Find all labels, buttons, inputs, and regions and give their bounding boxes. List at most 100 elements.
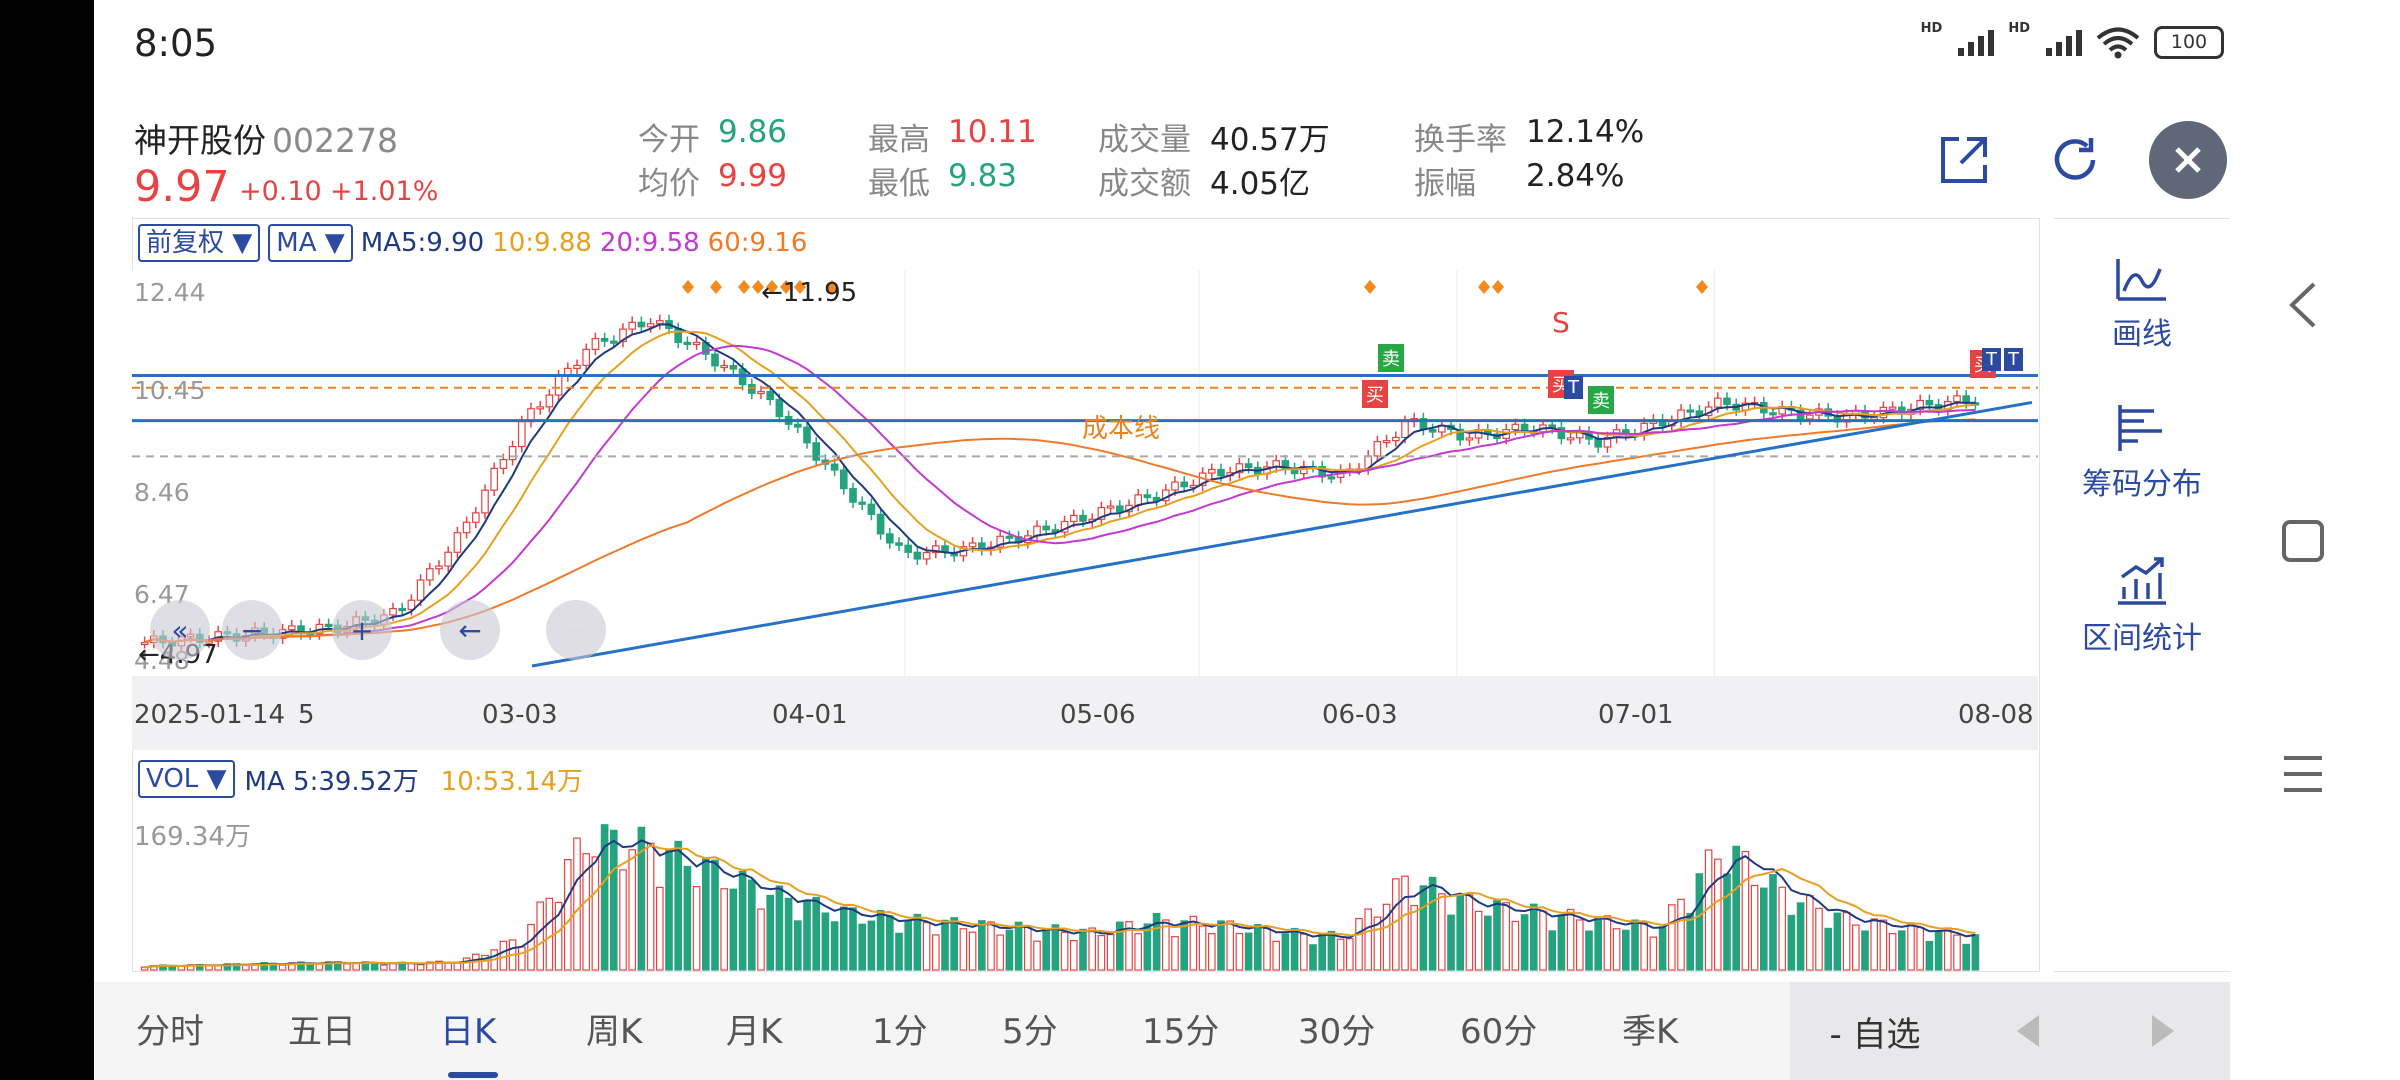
next-triangle-icon[interactable]	[2148, 1011, 2178, 1051]
candle	[1171, 481, 1179, 491]
tab-0[interactable]: 分时	[136, 1012, 204, 1052]
volume-chart[interactable]	[132, 800, 2038, 972]
external-link-icon	[1941, 137, 1987, 183]
tab-10[interactable]: 季K	[1622, 1012, 1679, 1052]
adjust-select[interactable]: 前复权 ▼	[138, 224, 261, 262]
volume-bar	[223, 963, 232, 971]
volume-bar	[425, 961, 434, 971]
volume-bar	[674, 840, 683, 971]
volume-bar	[941, 919, 949, 971]
signal-diamond	[794, 280, 806, 294]
wifi-icon	[2096, 27, 2140, 58]
volume-bar	[1750, 884, 1759, 971]
candle	[435, 565, 443, 570]
volume-bar	[1778, 886, 1787, 971]
volume-bar	[1851, 924, 1860, 971]
stock-code: 002278	[272, 121, 398, 160]
volume-bar	[278, 964, 287, 971]
stat-value: 10.11	[948, 114, 1037, 150]
chip-distribution-button[interactable]: 筹码分布	[2054, 401, 2230, 503]
tab-1[interactable]: 五日	[288, 1012, 356, 1052]
vol-select[interactable]: VOL ▼	[138, 760, 235, 798]
candle	[895, 542, 903, 546]
ma5-value: MA5:9.90	[360, 228, 485, 258]
adjust-label: 前复权	[146, 228, 225, 258]
candle	[766, 390, 775, 401]
interval-stats-button[interactable]: 区间统计	[2054, 555, 2230, 657]
volume-bar	[379, 964, 388, 971]
tab-2[interactable]: 日K	[440, 1012, 497, 1052]
volume-bar	[1667, 904, 1676, 971]
volume-bar	[1723, 873, 1731, 971]
volume-bar	[987, 921, 995, 971]
share-button[interactable]	[1931, 127, 1997, 193]
volume-bar	[297, 961, 305, 971]
scroll-right-button[interactable]: →	[546, 600, 606, 660]
tab-8[interactable]: 30分	[1298, 1012, 1376, 1052]
volume-bar	[1833, 912, 1842, 971]
tab-4[interactable]: 月K	[726, 1012, 783, 1052]
candlestick-chart[interactable]	[132, 270, 2038, 750]
tab-3[interactable]: 周K	[586, 1012, 643, 1052]
signal-diamond	[826, 280, 838, 294]
volume-bar	[1621, 929, 1630, 971]
volume-bar	[481, 954, 489, 971]
candle	[1713, 397, 1722, 408]
stat-value: 9.99	[718, 158, 788, 194]
candle	[1217, 468, 1225, 477]
watchlist-button[interactable]: - 自选	[1790, 982, 1960, 1080]
watchlist-label: - 自选	[1829, 1014, 1921, 1055]
candle	[1925, 399, 1934, 406]
close-button[interactable]	[2149, 121, 2227, 199]
candle	[729, 364, 738, 370]
stat-value: 12.14%	[1526, 114, 1645, 150]
tab-7[interactable]: 15分	[1142, 1012, 1220, 1052]
candle	[1695, 410, 1704, 417]
volume-bar	[1088, 927, 1097, 971]
volume-bar	[1079, 928, 1087, 971]
zoom-in-button[interactable]: +	[332, 600, 392, 660]
app-window: 8:05 HD HD 100 神开股份 002278 9.97 +0.10 +1.…	[94, 0, 2400, 1080]
volume-bar	[996, 934, 1005, 971]
candle	[885, 533, 894, 544]
volume-bar	[1263, 927, 1271, 971]
volume-bar	[839, 906, 848, 971]
volume-bar	[582, 853, 591, 971]
candle	[747, 383, 756, 394]
volume-bar	[720, 888, 729, 971]
tab-6[interactable]: 5分	[1002, 1012, 1058, 1052]
menu-icon[interactable]	[2280, 752, 2326, 796]
draw-line-button[interactable]: 画线	[2054, 255, 2230, 353]
volume-bar	[1005, 929, 1014, 971]
x-tick: 5	[298, 700, 315, 730]
scroll-left-button[interactable]: ←	[440, 600, 500, 660]
volume-bar	[655, 886, 664, 971]
refresh-button[interactable]	[2042, 127, 2108, 193]
rewind-button[interactable]: «	[150, 600, 210, 660]
prev-triangle-icon[interactable]	[2013, 1011, 2043, 1051]
ma-select[interactable]: MA ▼	[268, 224, 353, 262]
candle	[628, 321, 637, 330]
zoom-out-button[interactable]: −	[222, 600, 282, 660]
tab-5[interactable]: 1分	[872, 1012, 928, 1052]
battery-icon: 100	[2154, 26, 2224, 59]
tab-9[interactable]: 60分	[1460, 1012, 1538, 1052]
stat-label: 成交额	[1098, 166, 1191, 202]
volume-bar	[968, 931, 977, 971]
candle	[1557, 427, 1566, 440]
back-icon[interactable]	[2284, 280, 2324, 330]
volume-bar	[1207, 933, 1216, 971]
volume-bar	[922, 921, 931, 971]
volume-bar	[1180, 920, 1189, 971]
volume-bar	[1649, 936, 1658, 971]
candle	[1511, 423, 1520, 431]
volume-bar	[803, 900, 811, 971]
y-tick: 8.46	[134, 478, 190, 507]
volume-bar	[1309, 944, 1317, 971]
volume-bar	[950, 917, 959, 971]
pager	[1960, 982, 2230, 1080]
candle	[1106, 505, 1115, 509]
candle	[471, 512, 480, 523]
home-icon[interactable]	[2280, 518, 2326, 564]
volume-bar	[895, 932, 903, 971]
